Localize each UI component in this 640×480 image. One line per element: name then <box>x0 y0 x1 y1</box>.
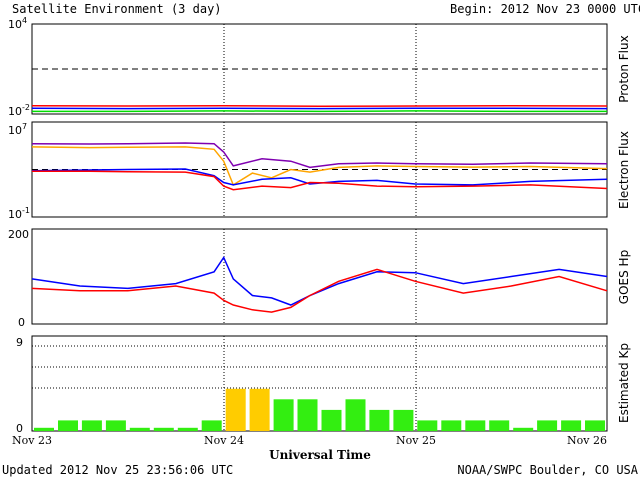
kp-bar <box>513 427 534 431</box>
begin-timestamp: Begin: 2012 Nov 23 0000 UTC <box>450 2 640 16</box>
xtick-nov25: Nov 25 <box>396 434 436 447</box>
kp-bar <box>537 420 558 431</box>
kp-bar <box>561 420 582 431</box>
proton-ytick-top: 104 <box>8 16 27 31</box>
kp-bar <box>585 420 605 431</box>
kp-panel-frame <box>31 335 608 432</box>
kp-bar <box>297 399 318 431</box>
kp-bar <box>321 409 342 431</box>
kp-bar <box>489 420 510 431</box>
kp-bar <box>105 420 126 431</box>
day-separators <box>223 24 417 431</box>
kp-bar <box>249 388 270 431</box>
kp-bar <box>201 420 222 431</box>
kp-bar <box>177 427 198 431</box>
proton-series <box>31 105 608 113</box>
goes-hp-series <box>31 255 608 313</box>
kp-bar <box>153 427 174 431</box>
updated-timestamp: Updated 2012 Nov 25 23:56:06 UTC <box>2 463 233 477</box>
kp-bar <box>34 427 54 431</box>
electron-series-purple <box>31 142 608 169</box>
kp-bar <box>441 420 462 431</box>
goes_hp-series-red <box>31 268 608 313</box>
goes-hp-ytick-top: 200 <box>8 228 29 241</box>
proton-ytick-bottom: 10-2 <box>8 103 30 118</box>
proton-series-green <box>32 110 607 113</box>
goes-hp-ytick-bottom: 0 <box>18 316 25 329</box>
kp-bar <box>225 388 246 431</box>
xtick-nov24: Nov 24 <box>204 434 244 447</box>
proton-flux-label: Proton Flux <box>617 35 631 102</box>
estimated-kp-label: Estimated Kp <box>617 343 631 423</box>
kp-ytick-top: 9 <box>16 336 23 349</box>
chart-title: Satellite Environment (3 day) <box>12 2 222 16</box>
goes_hp-series-blue <box>31 255 608 306</box>
electron-ytick-bottom: 10-1 <box>8 206 30 221</box>
goes-hp-label: GOES Hp <box>617 250 631 304</box>
xtick-nov26: Nov 26 <box>567 434 607 447</box>
electron-flux-label: Electron Flux <box>617 131 631 209</box>
kp-bars <box>34 388 605 431</box>
kp-bar <box>58 420 78 431</box>
kp-reference-lines <box>32 345 607 389</box>
credit-text: NOAA/SWPC Boulder, CO USA <box>457 463 638 477</box>
kp-bar <box>129 427 150 431</box>
kp-bar <box>393 409 414 431</box>
kp-bar <box>417 420 438 431</box>
kp-ytick-bottom: 0 <box>16 422 23 435</box>
kp-bar <box>81 420 102 431</box>
kp-bar <box>369 409 390 431</box>
kp-bar <box>465 420 486 431</box>
proton-panel-frame <box>31 23 608 115</box>
electron-series-orange <box>31 146 608 187</box>
goes-hp-panel-frame <box>31 228 608 325</box>
electron-series-red <box>32 170 608 191</box>
electron-ytick-top: 107 <box>8 122 27 137</box>
kp-bar <box>345 399 366 431</box>
electron-series <box>31 142 608 191</box>
kp-bar <box>273 399 294 431</box>
x-axis-label: Universal Time <box>269 448 371 462</box>
electron-series-blue <box>31 168 608 186</box>
xtick-nov23: Nov 23 <box>12 434 52 447</box>
